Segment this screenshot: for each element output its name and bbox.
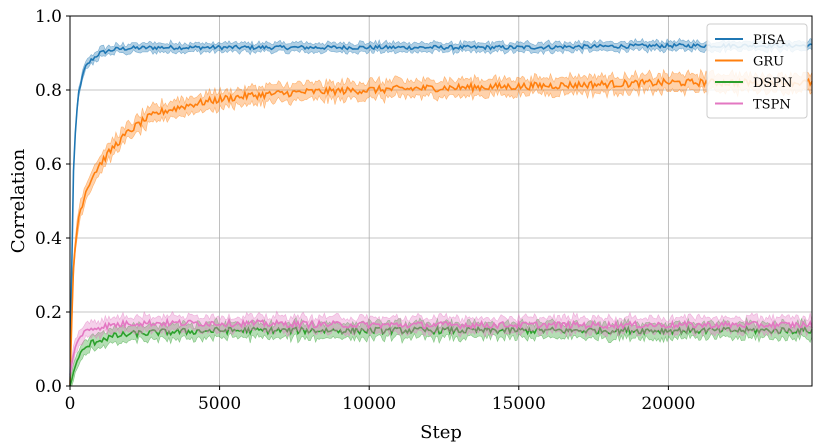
- y-axis-title: Correlation: [8, 148, 29, 253]
- legend-label-dspn: DSPN: [753, 76, 792, 91]
- series-line-tspn: [69, 317, 813, 375]
- legend-label-pisa: PISA: [753, 33, 786, 48]
- legend-label-tspn: TSPN: [753, 98, 791, 113]
- y-tick-label: 0.8: [35, 81, 62, 101]
- y-tick-label: 0.6: [35, 155, 62, 175]
- x-tick-label: 0: [65, 394, 76, 414]
- y-tick-label: 1.0: [35, 7, 62, 27]
- x-tick-label: 15000: [492, 394, 546, 414]
- series-line-gru: [69, 76, 813, 386]
- legend-label-gru: GRU: [753, 55, 784, 70]
- y-axis-ticks: 0.0 0.2 0.4 0.6 0.8 1.0: [35, 7, 70, 397]
- legend: PISA GRU DSPN TSPN: [706, 23, 808, 119]
- plot-frame: [69, 15, 813, 387]
- series-layer: [69, 37, 813, 387]
- x-tick-label: 5000: [198, 394, 241, 414]
- series-line-dspn: [69, 324, 813, 387]
- y-tick-label: 0.0: [35, 377, 62, 397]
- x-axis-ticks: 0 5000 10000 15000 20000: [65, 386, 695, 414]
- series-line-pisa: [69, 42, 813, 386]
- legend-box: [706, 23, 808, 119]
- x-axis-title: Step: [420, 422, 462, 443]
- x-tick-label: 10000: [342, 394, 396, 414]
- x-tick-label: 20000: [641, 394, 695, 414]
- y-tick-label: 0.2: [35, 303, 62, 323]
- y-tick-label: 0.4: [35, 229, 62, 249]
